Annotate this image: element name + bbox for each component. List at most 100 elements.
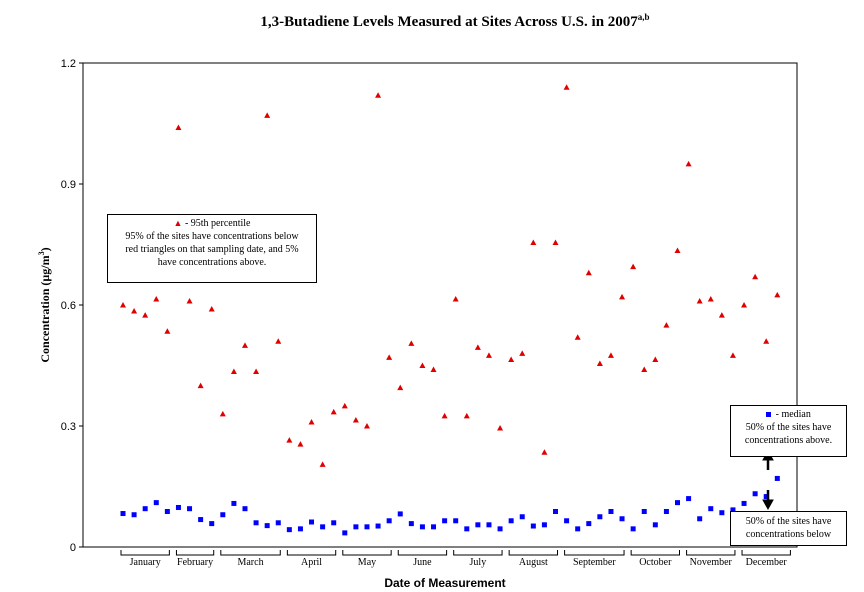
percentile-point — [596, 360, 603, 366]
legend-median-above-line-1: 50% of the sites have — [745, 422, 832, 433]
median-point — [175, 504, 181, 510]
percentile-point — [718, 312, 725, 318]
median-point — [187, 506, 193, 512]
month-bracket — [686, 550, 736, 556]
month-label: October — [639, 557, 672, 568]
chart-title-main: 1,3-Butadiene Levels Measured at Sites A… — [260, 14, 638, 30]
percentile-point — [630, 263, 637, 270]
percentile-point — [164, 328, 171, 334]
percentile-point — [763, 338, 770, 344]
percentile-point — [774, 291, 781, 298]
median-point — [675, 500, 680, 506]
month-bracket — [630, 550, 680, 556]
median-point — [475, 522, 481, 528]
month-bracket — [453, 550, 503, 556]
percentile-point — [341, 402, 348, 409]
percentile-point — [186, 297, 193, 304]
arrow-down-head — [762, 499, 774, 511]
median-point — [364, 524, 370, 530]
median-point — [608, 509, 614, 515]
month-label: February — [177, 557, 213, 568]
percentile-point — [120, 302, 126, 308]
median-point — [408, 521, 414, 527]
median-point — [752, 491, 758, 497]
median-point — [774, 475, 780, 481]
median-point — [331, 520, 337, 526]
median-point — [575, 526, 581, 532]
percentile-point — [319, 461, 326, 467]
percentile-point — [552, 239, 559, 245]
median-point — [253, 520, 259, 526]
percentile-point — [308, 418, 315, 425]
percentile-point — [452, 295, 459, 302]
median-point — [464, 526, 470, 532]
y-tick-label: 0 — [70, 542, 76, 554]
median-point — [198, 517, 204, 523]
median-point — [697, 516, 703, 522]
median-point — [630, 526, 636, 532]
percentile-point — [752, 273, 759, 280]
percentile-point — [197, 382, 204, 389]
percentile-point — [386, 354, 393, 360]
median-point — [242, 506, 248, 512]
percentile-point — [663, 322, 670, 328]
y-axis-label-superscript: 3 — [37, 251, 46, 255]
percentile-point — [563, 84, 570, 90]
legend-median-above-line-2: concentrations above. — [744, 435, 833, 446]
percentile-point — [253, 368, 260, 375]
median-point — [497, 526, 503, 532]
median-point — [275, 520, 281, 526]
month-bracket — [342, 550, 392, 556]
median-point — [320, 524, 326, 530]
median-point — [730, 507, 736, 513]
median-point — [652, 522, 658, 528]
percentile-point — [585, 269, 592, 276]
percentile-point — [408, 340, 415, 346]
chart-title-superscript: a,b — [638, 12, 650, 22]
legend-percentile-label: - 95th percentile — [184, 218, 251, 229]
percentile-point — [485, 352, 492, 358]
month-label: July — [470, 557, 487, 568]
month-label: August — [519, 557, 548, 568]
percentile-point — [530, 239, 537, 245]
median-point — [153, 500, 159, 506]
median-point — [719, 510, 725, 516]
percentile-point — [652, 356, 659, 362]
legend-median-below: 50% of the sites have concentrations bel… — [730, 511, 847, 546]
percentile-point — [430, 366, 437, 373]
series-median — [120, 475, 780, 536]
plot-area — [82, 62, 798, 548]
percentile-point — [330, 408, 337, 415]
median-point — [663, 509, 669, 515]
percentile-point — [641, 366, 648, 373]
median-point — [419, 524, 425, 530]
y-tick-label: 0.9 — [61, 179, 76, 191]
month-bracket — [220, 550, 281, 556]
legend-percentile: ▲ - 95th percentile 95% of the sites hav… — [107, 214, 317, 283]
month-label: December — [746, 557, 788, 568]
percentile-point — [519, 350, 526, 356]
median-point — [120, 511, 126, 517]
median-point — [519, 514, 525, 520]
legend-median-label: - median — [775, 409, 811, 420]
median-point — [375, 523, 381, 529]
median-point — [342, 530, 348, 536]
percentile-point — [685, 160, 692, 167]
median-point — [431, 524, 437, 530]
percentile-point — [142, 312, 149, 318]
y-axis-label: Concentration (µg/m3) — [37, 247, 52, 362]
month-bracket — [508, 550, 559, 556]
percentile-point — [419, 362, 426, 368]
median-point — [220, 512, 226, 518]
median-point — [564, 518, 570, 524]
median-point — [541, 522, 547, 528]
month-bracket — [120, 550, 170, 556]
percentile-point — [153, 295, 160, 302]
chart-title: 1,3-Butadiene Levels Measured at Sites A… — [260, 12, 649, 30]
percentile-point — [619, 293, 626, 300]
percentile-point — [497, 425, 504, 431]
month-label: September — [573, 557, 616, 568]
percentile-point — [696, 297, 703, 304]
median-point — [209, 521, 215, 527]
